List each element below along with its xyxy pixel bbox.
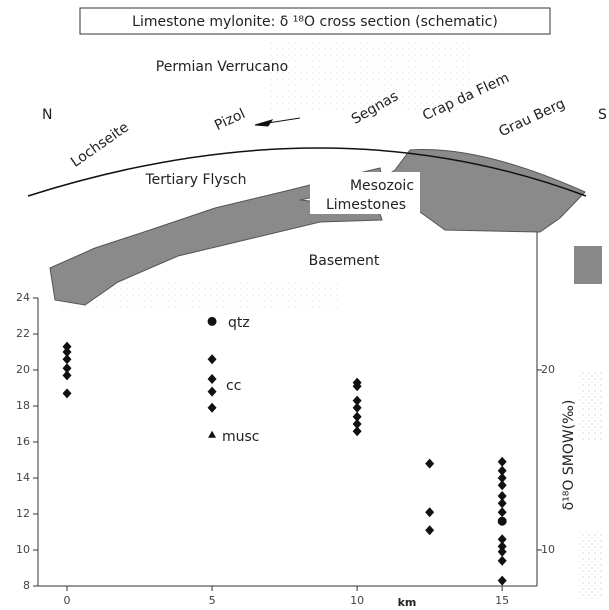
series-label: cc: [226, 378, 241, 394]
y-tick-label: 20: [16, 363, 30, 376]
point: [497, 498, 507, 509]
point: [497, 507, 507, 518]
y-tick-label: 10: [16, 543, 30, 556]
title-box: [79, 7, 551, 35]
title: Limestone mylonite: δ ¹⁸O cross section …: [132, 14, 498, 30]
point: [497, 546, 507, 557]
point: [352, 411, 362, 422]
point: [62, 347, 72, 357]
y-tick-label: 16: [16, 435, 30, 448]
unit-label: Limestones: [326, 197, 406, 213]
y-tick-label: 12: [16, 507, 30, 520]
point: [497, 516, 507, 526]
unit-label: Basement: [309, 253, 380, 269]
y-tick-label: 14: [16, 471, 30, 484]
point: [425, 525, 435, 536]
point: [425, 458, 435, 469]
point: [207, 374, 217, 384]
point: [207, 386, 217, 397]
cross-section: [27, 40, 603, 600]
point: [497, 491, 507, 501]
unit-label: Permian Verrucano: [156, 59, 288, 75]
point: [62, 341, 72, 352]
y-tick-label: 22: [16, 327, 30, 340]
point: [497, 473, 507, 483]
x-tick-label: 10: [350, 594, 364, 607]
south-label: S: [598, 107, 607, 123]
x-tick-label: 5: [209, 594, 216, 607]
y2-tick-label: 20: [541, 363, 555, 376]
y2-tick-label: 10: [541, 543, 555, 556]
locality: Lochseite: [68, 119, 132, 170]
point: [425, 507, 435, 518]
point: [207, 354, 217, 365]
x-tick-label: 15: [495, 594, 509, 607]
y2-axis-label: δ¹⁸O SMOW(‰): [561, 400, 577, 511]
north-label: N: [42, 107, 52, 123]
point: [497, 555, 507, 566]
point: [352, 426, 362, 437]
point: [497, 575, 507, 586]
y-tick-label: 24: [16, 291, 30, 304]
point: [62, 363, 72, 374]
point: [62, 354, 72, 365]
point: [62, 370, 72, 381]
point: [497, 465, 507, 476]
series-label: musc: [222, 429, 260, 445]
y-tick-label: 18: [16, 399, 30, 412]
x-axis-label: km: [398, 596, 417, 609]
point: [352, 395, 362, 406]
point: [352, 402, 362, 413]
locality: Grau Berg: [496, 96, 567, 141]
point: [207, 402, 217, 413]
point: [62, 388, 72, 399]
point: [352, 381, 362, 392]
locality: Pizol: [212, 106, 248, 134]
point: [497, 456, 507, 467]
point: [497, 480, 507, 491]
y-tick-label: 8: [23, 579, 30, 592]
x-tick-label: 0: [64, 594, 71, 607]
point: [352, 419, 362, 429]
unit-label: Mesozoic: [350, 178, 414, 194]
point: [497, 541, 507, 552]
unit-label: Tertiary Flysch: [144, 172, 246, 188]
series-label: qtz: [228, 315, 250, 331]
point: [208, 430, 217, 438]
point: [207, 316, 217, 326]
point: [497, 534, 507, 545]
